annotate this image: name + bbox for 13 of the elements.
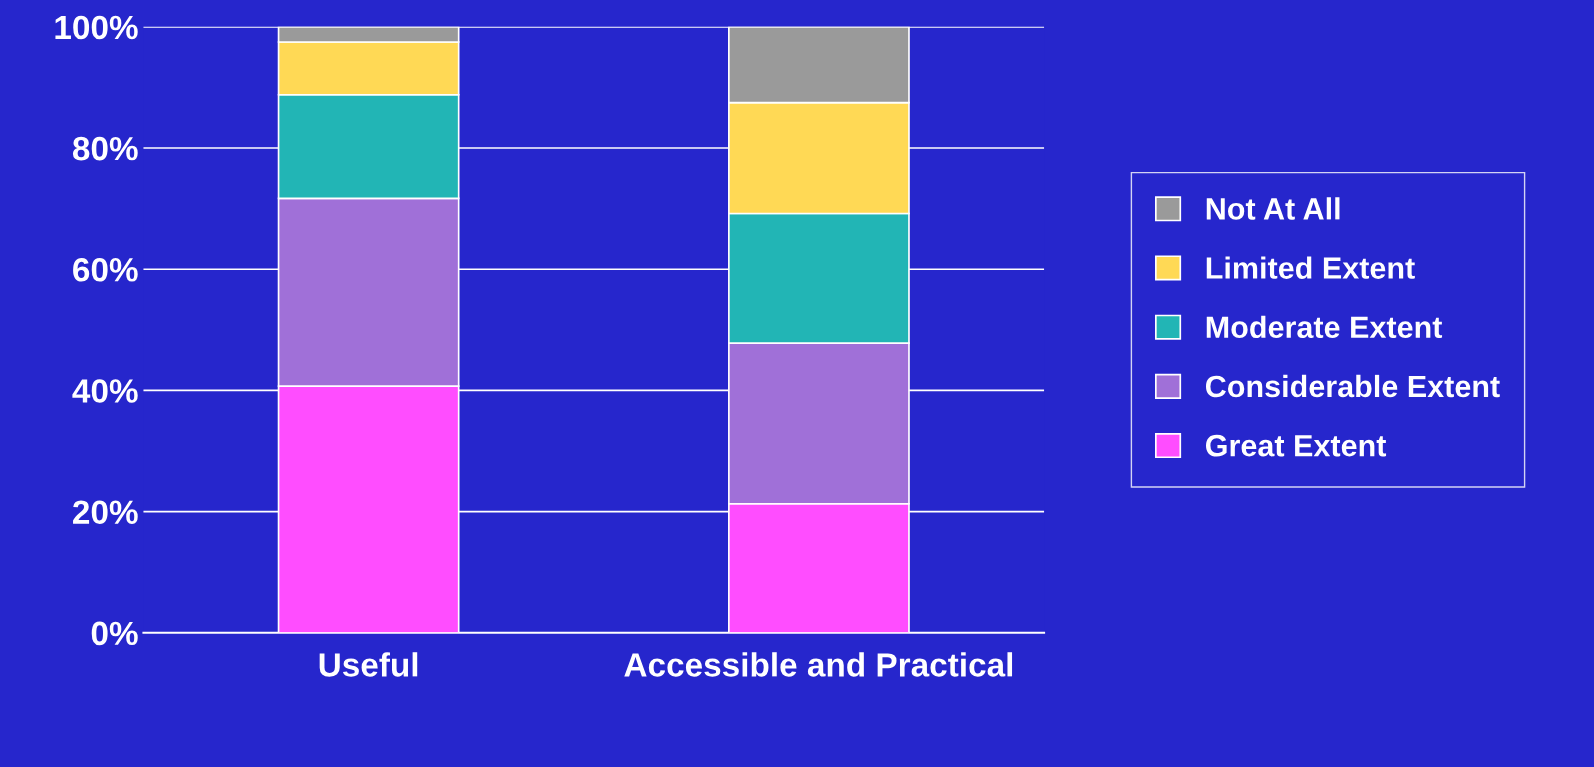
y-tick-label: 20% xyxy=(73,500,138,524)
legend-label: Limited Extent xyxy=(1206,256,1415,279)
y-tick-label: 100% xyxy=(55,15,138,40)
y-tick-label: 60% xyxy=(73,258,138,282)
legend-label: Considerable Extent xyxy=(1205,374,1500,398)
legend-label: Great Extent xyxy=(1205,434,1387,457)
legend-label: Moderate Extent xyxy=(1206,315,1443,339)
x-tick-label: Useful xyxy=(319,652,418,677)
legend-label: Not At All xyxy=(1206,197,1340,220)
y-tick-label: 40% xyxy=(72,379,138,403)
x-tick-label: Accessible and Practical xyxy=(624,652,1013,677)
y-tick-label: 0% xyxy=(91,621,138,646)
y-tick-label: 80% xyxy=(72,136,138,161)
